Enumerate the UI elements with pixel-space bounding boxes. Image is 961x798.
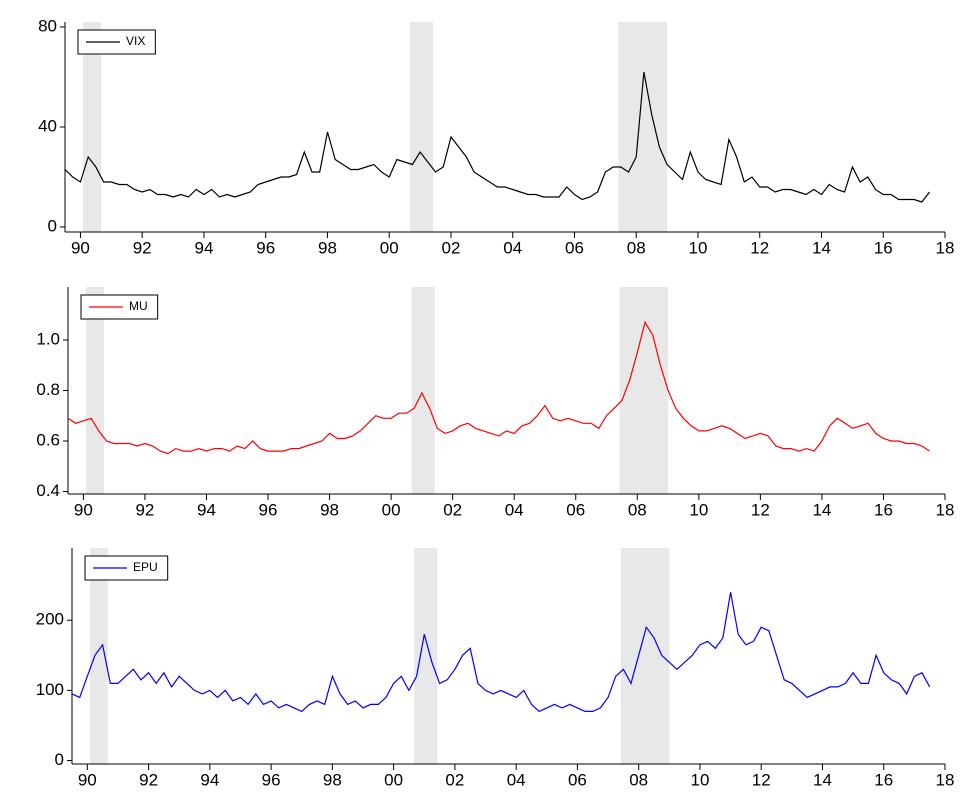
recession-shade (411, 287, 435, 494)
x-tick-label: 94 (197, 500, 216, 519)
legend-label: EPU (133, 560, 158, 574)
y-tick-label: 0.4 (36, 481, 60, 500)
x-tick-label: 94 (194, 238, 213, 257)
x-tick-label: 16 (874, 770, 893, 789)
x-tick-label: 92 (133, 238, 152, 257)
recession-shade (409, 22, 434, 232)
series-line (71, 592, 931, 713)
x-tick-label: 90 (71, 238, 90, 257)
x-tick-label: 02 (443, 500, 462, 519)
legend: MU (80, 294, 159, 320)
x-tick-label: 98 (320, 500, 339, 519)
x-tick-label: 12 (750, 238, 769, 257)
x-tick-label: 90 (74, 500, 93, 519)
y-tick-label: 40 (38, 116, 57, 135)
legend-label: VIX (126, 34, 145, 48)
x-tick-label: 18 (936, 238, 955, 257)
x-tick-label: 94 (200, 770, 219, 789)
x-tick-label: 06 (566, 500, 585, 519)
x-tick-label: 02 (442, 238, 461, 257)
recession-shade (85, 287, 105, 494)
x-tick-label: 96 (259, 500, 278, 519)
x-tick-label: 14 (812, 238, 831, 257)
x-tick-label: 16 (874, 500, 893, 519)
x-tick-label: 16 (874, 238, 893, 257)
x-tick-label: 96 (256, 238, 275, 257)
x-tick-label: 04 (507, 770, 526, 789)
x-tick-label: 12 (751, 500, 770, 519)
series-line (67, 320, 930, 455)
x-tick-label: 06 (568, 770, 587, 789)
x-tick-label: 92 (139, 770, 158, 789)
x-tick-label: 10 (689, 500, 708, 519)
x-tick-label: 02 (445, 770, 464, 789)
x-tick-label: 10 (689, 238, 708, 257)
panel: 0.4 0.6 0.8 1.0 90 92 94 96 98 00 02 04 06 08 10 12 14 16… (36, 287, 954, 519)
x-tick-label: 04 (503, 238, 522, 257)
panel: 0 40 80 90 92 94 96 98 00 02 04 06 08 10 12 14 16 18 VIX (38, 16, 954, 257)
x-tick-label: 10 (690, 770, 709, 789)
x-tick-label: 98 (323, 770, 342, 789)
y-tick-label: 80 (38, 16, 57, 35)
x-tick-label: 08 (628, 500, 647, 519)
x-tick-label: 08 (629, 770, 648, 789)
x-tick-label: 04 (505, 500, 524, 519)
recession-shade (618, 22, 668, 232)
recession-shade (619, 287, 669, 494)
x-tick-label: 92 (135, 500, 154, 519)
y-tick-label: 0.8 (36, 380, 60, 399)
x-tick-label: 18 (936, 500, 955, 519)
x-tick-label: 98 (318, 238, 337, 257)
x-tick-label: 06 (565, 238, 584, 257)
y-tick-label: 0 (55, 750, 64, 769)
x-tick-label: 12 (752, 770, 771, 789)
x-tick-label: 90 (78, 770, 97, 789)
recession-shade (89, 548, 108, 764)
legend: EPU (84, 555, 169, 581)
y-tick-label: 1.0 (36, 329, 60, 348)
x-tick-label: 96 (262, 770, 281, 789)
recession-shade (414, 548, 438, 764)
y-tick-label: 0 (48, 216, 57, 235)
x-tick-label: 08 (627, 238, 646, 257)
legend-label: MU (129, 299, 148, 313)
legend: VIX (77, 29, 156, 55)
y-tick-label: 200 (36, 610, 64, 629)
x-tick-label: 14 (812, 500, 831, 519)
recession-shade (620, 548, 670, 764)
x-tick-label: 18 (936, 770, 955, 789)
x-tick-label: 00 (382, 500, 401, 519)
x-tick-label: 00 (384, 770, 403, 789)
recession-shade (82, 22, 102, 232)
series-line (64, 71, 931, 203)
panel: 0 100 200 90 92 94 96 98 00 02 04 06 08 10 12 14 16 18 EPU (36, 548, 955, 789)
x-tick-label: 14 (813, 770, 832, 789)
x-tick-label: 00 (380, 238, 399, 257)
y-tick-label: 0.6 (36, 430, 60, 449)
y-tick-label: 100 (36, 680, 64, 699)
